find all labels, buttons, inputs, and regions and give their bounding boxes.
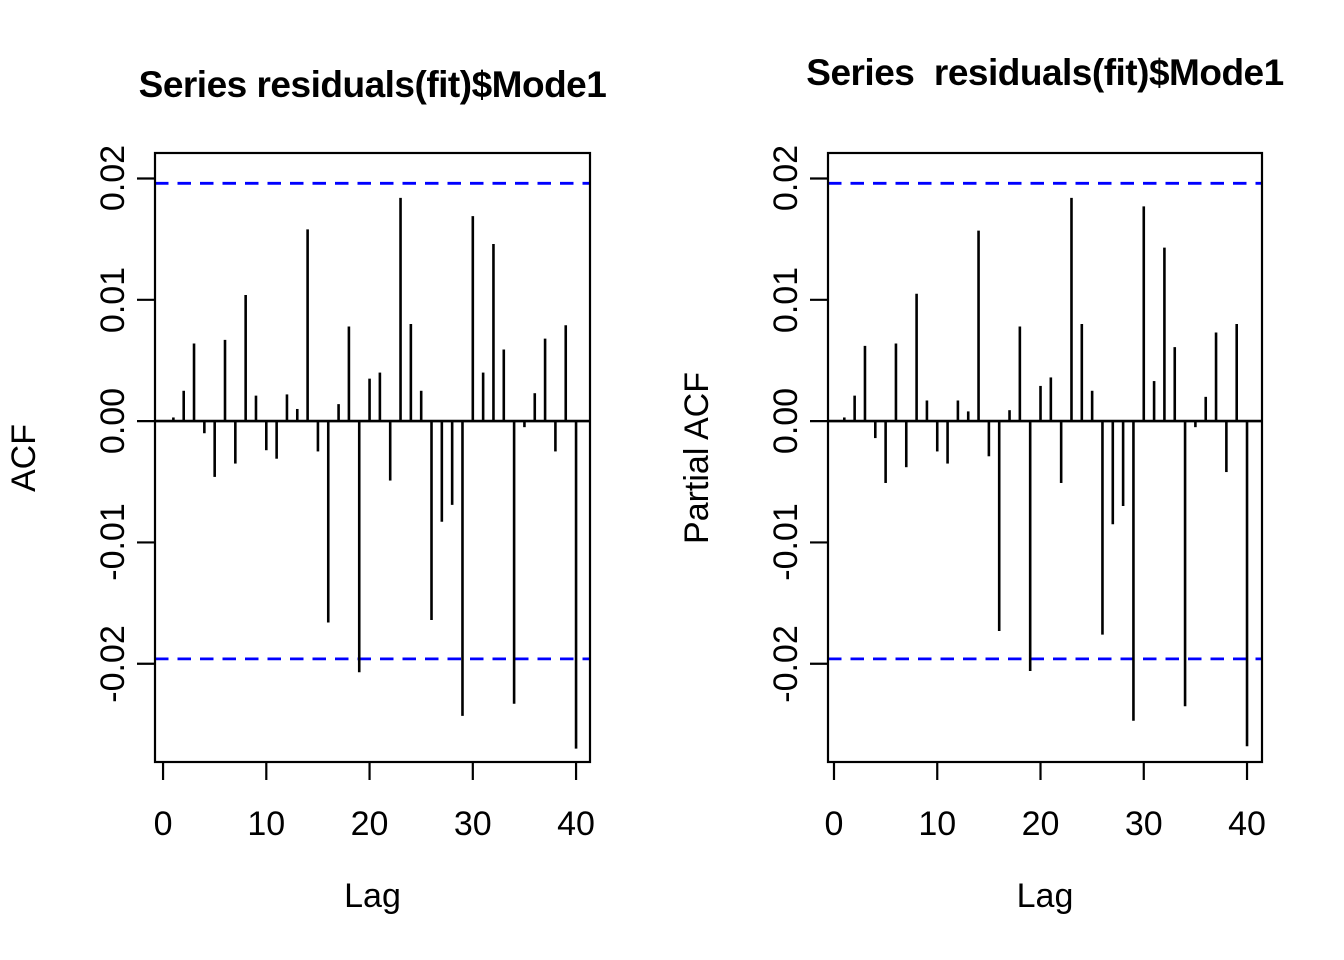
acf-plot bbox=[137, 151, 592, 780]
x-tick-label: 0 bbox=[153, 805, 173, 843]
y-tick-label: -0.02 bbox=[94, 624, 132, 703]
plot-box bbox=[826, 151, 1264, 764]
x-tick-label: 10 bbox=[918, 805, 957, 843]
x-tick-label: 30 bbox=[1124, 805, 1163, 843]
plot-title: Series residuals(fit)$Mode1 bbox=[806, 52, 1284, 93]
x-axis-label: Lag bbox=[1016, 877, 1074, 915]
y-tick-label: 0.01 bbox=[767, 266, 805, 333]
y-axis-label: ACF bbox=[5, 423, 43, 492]
pacf-plot bbox=[810, 151, 1264, 780]
y-axis-label: Partial ACF bbox=[678, 371, 716, 544]
x-axis-label: Lag bbox=[344, 877, 401, 915]
y-tick-label: -0.01 bbox=[94, 503, 132, 582]
y-tick-label: -0.02 bbox=[767, 624, 805, 703]
x-tick-label: 30 bbox=[453, 805, 492, 843]
y-tick-label: 0.01 bbox=[94, 266, 132, 333]
y-tick-label: 0.00 bbox=[94, 388, 132, 455]
y-tick-label: -0.01 bbox=[767, 503, 805, 582]
plot-box bbox=[153, 151, 592, 764]
y-tick-label: 0.00 bbox=[767, 388, 805, 455]
x-tick-label: 20 bbox=[350, 805, 389, 843]
x-tick-label: 20 bbox=[1021, 805, 1060, 843]
plot-title: Series residuals(fit)$Mode1 bbox=[138, 64, 607, 105]
x-tick-label: 10 bbox=[247, 805, 286, 843]
y-tick-label: 0.02 bbox=[767, 145, 805, 212]
x-tick-label: 40 bbox=[557, 805, 595, 843]
y-tick-label: 0.02 bbox=[94, 145, 132, 212]
x-tick-label: 40 bbox=[1228, 805, 1266, 843]
x-tick-label: 0 bbox=[824, 805, 844, 843]
